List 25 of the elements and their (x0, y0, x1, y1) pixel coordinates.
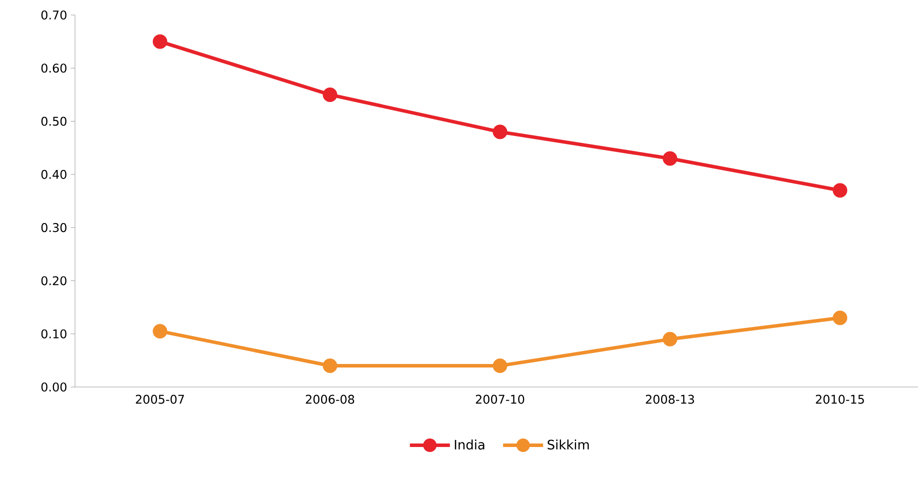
y-tick-label: 0.50 (41, 116, 66, 126)
legend-label: Sikkim (548, 440, 589, 450)
point (152, 34, 168, 49)
point (152, 324, 168, 338)
point (492, 358, 508, 373)
y-tick-label: 0.00 (41, 382, 66, 392)
y-tick-label: 0.30 (41, 223, 66, 232)
y-tick-label: 0.10 (41, 329, 66, 338)
y-tick-label: 0.60 (41, 64, 66, 73)
legend-label: India (454, 440, 484, 450)
x-tick-label: 2006-08 (306, 394, 354, 404)
y-tick-label: 0.40 (41, 170, 66, 179)
point (322, 87, 338, 102)
point (832, 310, 848, 326)
x-tick-label: 2008-13 (646, 394, 694, 404)
point (662, 332, 678, 346)
y-tick-label: 0.70 (41, 10, 66, 20)
point (492, 124, 508, 140)
x-tick-label: 2005-07 (136, 394, 184, 404)
point (832, 183, 848, 198)
point (662, 151, 678, 166)
y-tick-label: 0.20 (41, 276, 66, 286)
x-tick-label: 2010-15 (816, 394, 864, 404)
point (322, 358, 338, 373)
x-tick-label: 2007-10 (476, 394, 524, 404)
